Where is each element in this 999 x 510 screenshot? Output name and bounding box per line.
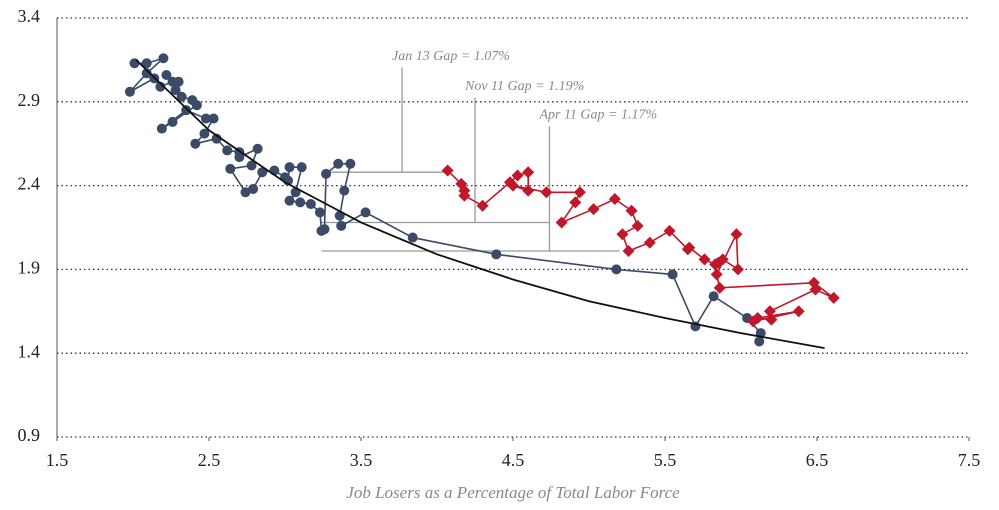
point [333, 158, 344, 169]
point [616, 228, 629, 241]
point [507, 179, 519, 192]
point [511, 169, 524, 182]
series-line [447, 169, 835, 323]
point [710, 268, 723, 281]
point [296, 162, 307, 173]
y-tick-label: 3.4 [18, 6, 41, 26]
x-tick-label: 7.5 [958, 450, 981, 470]
point [199, 128, 210, 139]
point [573, 186, 586, 199]
series-line [129, 57, 762, 342]
point [345, 158, 356, 169]
x-tick-label: 4.5 [502, 450, 525, 470]
point [555, 216, 568, 229]
point [161, 69, 172, 80]
x-tick-label: 2.5 [198, 450, 221, 470]
point [522, 184, 535, 197]
point [503, 176, 516, 189]
x-tick-label: 6.5 [806, 450, 829, 470]
point [360, 207, 371, 218]
x-tick-label: 1.5 [46, 450, 69, 470]
point [754, 336, 765, 347]
point [200, 113, 211, 124]
point [491, 249, 502, 260]
point [181, 105, 192, 116]
point [141, 68, 152, 79]
point [631, 219, 644, 232]
point [257, 167, 268, 178]
point [141, 58, 152, 69]
point [156, 123, 167, 134]
point [129, 58, 140, 69]
x-tick-label: 5.5 [654, 450, 677, 470]
point [284, 162, 295, 173]
point [625, 204, 638, 217]
point [191, 100, 202, 111]
point [173, 76, 184, 87]
y-tick-label: 2.4 [18, 174, 41, 194]
point [155, 81, 166, 92]
point [225, 163, 236, 174]
point [765, 313, 778, 326]
point [170, 85, 181, 96]
point [234, 152, 245, 163]
point [248, 183, 259, 194]
point [252, 143, 263, 154]
point [246, 160, 257, 171]
point [611, 264, 622, 275]
point [314, 207, 325, 218]
point [708, 291, 719, 302]
annotation: Nov 11 Gap = 1.19% [464, 79, 584, 94]
series-line [135, 59, 825, 350]
point [336, 220, 347, 231]
point [458, 189, 471, 202]
point [792, 305, 805, 318]
y-tick-label: 2.9 [18, 90, 41, 110]
point [167, 116, 178, 127]
point [522, 166, 535, 179]
point [124, 86, 135, 97]
point [683, 241, 696, 254]
point [540, 186, 553, 199]
point [587, 203, 600, 216]
y-tick-label: 1.9 [18, 258, 41, 278]
point [809, 283, 822, 296]
point [827, 291, 840, 304]
point [208, 113, 219, 124]
point [158, 53, 169, 64]
x-tick-label: 3.5 [350, 450, 373, 470]
point [476, 199, 489, 212]
point [176, 91, 187, 102]
y-tick-label: 0.9 [18, 425, 41, 445]
point [663, 224, 676, 237]
annotation: Apr 11 Gap = 1.17% [538, 107, 657, 122]
point [622, 244, 635, 257]
point [319, 224, 330, 235]
point [608, 193, 621, 206]
point [407, 232, 418, 243]
point [284, 195, 295, 206]
point [305, 199, 316, 210]
point [321, 168, 332, 179]
point [643, 236, 656, 249]
point [222, 145, 233, 156]
point [667, 269, 678, 280]
point [240, 187, 251, 198]
point [569, 196, 582, 209]
point [716, 253, 729, 266]
point [698, 253, 711, 266]
annotation: Jan 13 Gap = 1.07% [392, 49, 510, 64]
y-tick-label: 1.4 [18, 341, 41, 361]
x-axis-title: Job Losers as a Percentage of Total Labo… [346, 483, 680, 502]
point [441, 164, 454, 177]
point [731, 263, 744, 276]
point [713, 281, 726, 294]
point [339, 185, 350, 196]
point [190, 138, 201, 149]
point [730, 228, 743, 241]
point [747, 315, 760, 328]
point [295, 197, 306, 208]
point [763, 305, 776, 318]
